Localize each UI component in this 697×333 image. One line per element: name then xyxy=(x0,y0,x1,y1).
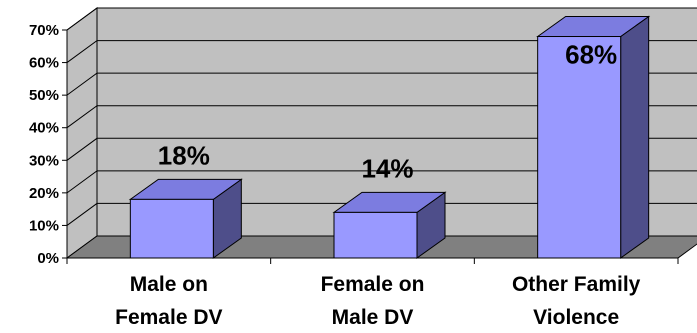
y-tick-label: 50% xyxy=(29,87,59,104)
category-label: Other Family xyxy=(512,273,641,296)
y-tick-label: 20% xyxy=(29,185,59,202)
bar-front xyxy=(333,211,418,259)
bars-group xyxy=(128,15,651,259)
bar-3 xyxy=(536,15,651,259)
category-label: Female DV xyxy=(115,306,222,329)
data-label: 68% xyxy=(565,40,617,70)
gridline xyxy=(66,7,697,31)
category-label: Female on xyxy=(321,273,425,296)
bar-front xyxy=(129,198,214,259)
y-tick-label: 10% xyxy=(29,217,59,234)
bar-side xyxy=(620,15,650,259)
category-label: Violence xyxy=(533,306,619,329)
gridline xyxy=(66,137,697,161)
side-wall xyxy=(66,7,98,259)
y-tick-label: 0% xyxy=(37,250,59,267)
axes-group xyxy=(62,29,679,264)
y-tick-label: 30% xyxy=(29,152,59,169)
bar-2 xyxy=(332,191,447,259)
y-tick-label: 60% xyxy=(29,55,59,72)
gridline xyxy=(66,72,697,96)
data-label: 14% xyxy=(361,153,413,183)
gridline xyxy=(66,170,697,194)
category-label: Male DV xyxy=(332,306,414,329)
bar-front xyxy=(537,36,622,259)
labels-group: 0% 10% 20% 30% 40% 50% 60% 70% 18% Male on Female … xyxy=(29,22,641,329)
category-label: Male on xyxy=(130,273,208,296)
y-tick-label: 70% xyxy=(29,22,59,39)
gridline xyxy=(66,202,697,226)
gridline xyxy=(66,40,697,63)
gridline xyxy=(66,105,697,129)
y-tick-label: 40% xyxy=(29,120,59,137)
data-label: 18% xyxy=(158,140,210,170)
bar-1 xyxy=(128,178,243,259)
